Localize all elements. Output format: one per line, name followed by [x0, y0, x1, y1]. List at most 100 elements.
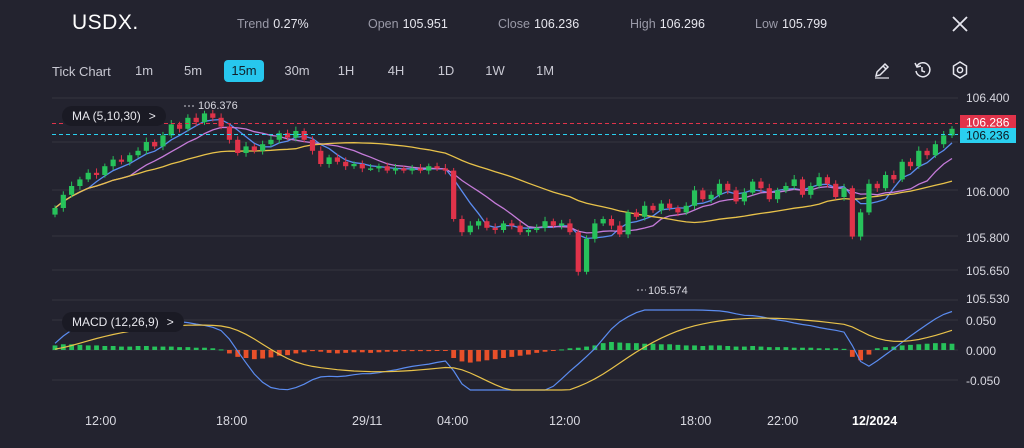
candle-up — [135, 150, 141, 156]
macd-histogram-bar — [841, 348, 847, 350]
candle-down — [700, 190, 706, 200]
stat-trend: Trend 0.27% — [237, 17, 309, 31]
current-price-badge — [960, 115, 1016, 130]
macd-histogram-bar — [741, 346, 747, 350]
timeframe-1h[interactable]: 1H — [337, 63, 355, 78]
candle-down — [235, 139, 241, 153]
macd-histogram-bar — [550, 350, 556, 351]
candle-down — [434, 166, 440, 169]
macd-histogram-bar — [534, 350, 540, 353]
macd-histogram-bar — [609, 342, 614, 350]
candle-down — [309, 139, 316, 151]
macd-histogram-bar — [285, 350, 290, 356]
macd-histogram-bar — [667, 344, 673, 350]
macd-histogram-bar — [401, 350, 407, 352]
draw-pencil-icon[interactable] — [872, 60, 892, 80]
macd-histogram-bar — [658, 344, 664, 350]
signal-line — [54, 317, 953, 391]
macd-histogram-bar — [766, 347, 772, 350]
macd-tick-label: 0.000 — [966, 344, 996, 358]
time-axis-label: 04:00 — [437, 414, 468, 428]
timeframe-4h[interactable]: 4H — [387, 63, 405, 78]
candle-up — [741, 192, 747, 202]
price-tick-label: 105.530 — [966, 292, 1010, 306]
candle-up — [368, 168, 374, 170]
candle-down — [833, 183, 839, 197]
candle-down — [824, 177, 831, 184]
tick-chart-button[interactable]: Tick Chart — [52, 64, 111, 79]
macd-histogram-bar — [949, 343, 955, 350]
candle-down — [334, 157, 340, 162]
candle-up — [841, 188, 847, 197]
macd-histogram-bar — [69, 344, 75, 350]
macd-histogram-bar — [517, 350, 523, 356]
timeframe-toolbar: Tick Chart 1m 5m 15m 30m 1H 4H 1D 1W 1M — [0, 56, 1024, 86]
reset-history-icon[interactable] — [912, 60, 932, 80]
timeframe-1m[interactable]: 1m — [134, 63, 154, 78]
candle-up — [160, 135, 166, 147]
macd-histogram-bar — [376, 350, 382, 353]
macd-histogram-bar — [717, 345, 722, 350]
macd-histogram-bar — [633, 343, 639, 350]
macd-histogram-bar — [318, 350, 324, 352]
candle-up — [783, 186, 789, 191]
candle-down — [193, 117, 199, 123]
candle-up — [52, 208, 58, 215]
candle-up — [110, 159, 116, 167]
candle-down — [343, 161, 349, 167]
candle-down — [226, 126, 233, 140]
candle-up — [260, 144, 266, 151]
macd-histogram-bar — [866, 350, 872, 355]
macd-histogram-bar — [351, 350, 357, 353]
macd-histogram-bar — [227, 350, 232, 354]
candle-down — [567, 223, 573, 233]
candle-down — [301, 131, 307, 140]
price-chart[interactable]: 106.400 106.286 106.236 106.000 105.800 … — [0, 88, 1024, 448]
macd-histogram-bar — [542, 350, 548, 352]
candle-down — [484, 221, 490, 228]
timeframe-1mo[interactable]: 1M — [535, 63, 555, 78]
candle-up — [85, 172, 91, 180]
macd-histogram-bar — [185, 347, 191, 350]
macd-histogram-bar — [725, 346, 731, 350]
timeframe-5m[interactable]: 5m — [183, 63, 203, 78]
time-axis-label: 29/11 — [352, 414, 382, 428]
macd-histogram-bar — [559, 349, 565, 351]
candle-down — [442, 168, 448, 171]
candle-down — [725, 183, 731, 191]
macd-histogram-bar — [368, 350, 374, 353]
candle-down — [509, 223, 515, 226]
close-icon[interactable] — [950, 14, 970, 34]
candle-down — [667, 203, 673, 208]
timeframe-30m[interactable]: 30m — [284, 63, 310, 78]
macd-histogram-bar — [825, 348, 830, 350]
candle-down — [251, 146, 257, 151]
macd-histogram-bar — [916, 344, 922, 350]
macd-histogram-bar — [310, 350, 315, 352]
settings-gear-icon[interactable] — [950, 60, 970, 80]
macd-histogram-bar — [459, 350, 465, 362]
candle-up — [534, 227, 540, 230]
macd-histogram-bar — [467, 350, 473, 363]
ma-indicator-pill[interactable]: MA (5,10,30) > — [62, 106, 166, 126]
macd-histogram-bar — [692, 345, 697, 350]
macd-histogram-bar — [293, 350, 299, 354]
candle-up — [774, 190, 781, 200]
macd-histogram-bar — [509, 350, 515, 357]
candle-down — [550, 221, 556, 226]
candle-down — [891, 175, 897, 180]
candle-up — [658, 203, 664, 211]
timeframe-15m[interactable]: 15m — [224, 60, 264, 82]
macd-histogram-bar — [251, 350, 257, 360]
timeframe-1d[interactable]: 1D — [437, 63, 455, 78]
timeframe-1w[interactable]: 1W — [485, 63, 505, 78]
candle-up — [791, 179, 797, 186]
macd-indicator-pill[interactable]: MACD (12,26,9) > — [62, 312, 184, 332]
candle-down — [318, 150, 324, 164]
candle-down — [766, 188, 772, 200]
macd-histogram-bar — [584, 346, 589, 350]
macd-histogram-bar — [359, 350, 365, 353]
candle-down — [451, 170, 457, 219]
macd-histogram-bar — [326, 350, 332, 353]
candle-up — [899, 161, 905, 180]
